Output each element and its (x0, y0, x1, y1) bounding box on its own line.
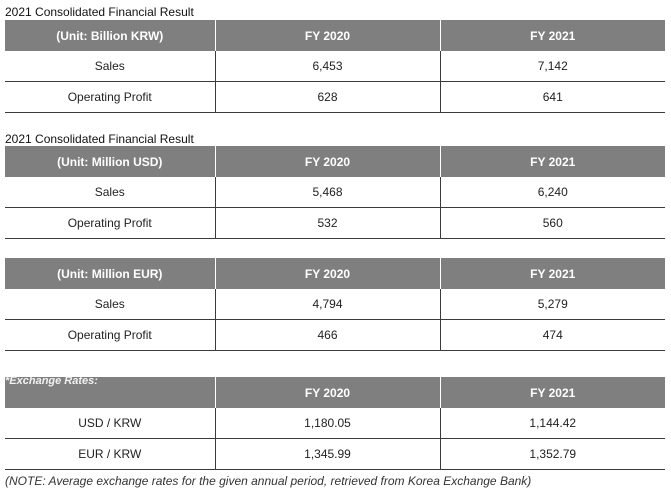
fy2020-value: 4,794 (214, 289, 440, 320)
unit-header: (Unit: Million USD) (5, 146, 215, 177)
fy2021-value: 560 (439, 207, 665, 239)
fy2020-value: 6,453 (214, 51, 440, 82)
unit-header: (Unit: Billion KRW) (5, 20, 215, 51)
fy2021-value: 7,142 (439, 51, 665, 82)
financial-table-krw: (Unit: Billion KRW) FY 2020 FY 2021 Sale… (5, 20, 665, 113)
footnote: (NOTE: Average exchange rates for the gi… (5, 474, 532, 488)
table-caption-krw: 2021 Consolidated Financial Result (5, 5, 194, 19)
fy2020-header: FY 2020 (214, 20, 440, 51)
row-label: Sales (5, 51, 215, 82)
table-row: Operating Profit 466 474 (5, 319, 665, 351)
fy2021-value: 641 (439, 81, 665, 113)
row-label: Operating Profit (5, 319, 215, 351)
fy2020-value: 1,345.99 (214, 438, 440, 470)
table-header-row: *Exchange Rates: FY 2020 FY 2021 (5, 375, 665, 408)
fy2020-header: FY 2020 (214, 146, 440, 177)
table-caption-usd: 2021 Consolidated Financial Result (5, 132, 194, 146)
table-row: Operating Profit 628 641 (5, 81, 665, 113)
exchange-rate-table: *Exchange Rates: FY 2020 FY 2021 USD / K… (5, 375, 665, 470)
table-row: Sales 4,794 5,279 (5, 289, 665, 320)
fy2021-header: FY 2021 (439, 258, 665, 289)
fy2020-value: 1,180.05 (214, 408, 440, 439)
table-row: EUR / KRW 1,345.99 1,352.79 (5, 438, 665, 470)
fy2021-value: 1,144.42 (439, 408, 665, 439)
table-row: Sales 5,468 6,240 (5, 177, 665, 208)
table-header-row: (Unit: Million USD) FY 2020 FY 2021 (5, 146, 665, 177)
financial-table-eur: (Unit: Million EUR) FY 2020 FY 2021 Sale… (5, 258, 665, 351)
table-header-row: (Unit: Billion KRW) FY 2020 FY 2021 (5, 20, 665, 51)
fy2020-header: FY 2020 (214, 258, 440, 289)
fy2020-header: FY 2020 (214, 377, 440, 408)
fy2020-value: 466 (214, 319, 440, 351)
fy2021-value: 6,240 (439, 177, 665, 208)
fy2021-value: 474 (439, 319, 665, 351)
row-label: Sales (5, 289, 215, 320)
unit-header: (Unit: Million EUR) (5, 258, 215, 289)
fy2021-header: FY 2021 (439, 377, 665, 408)
table-row: Operating Profit 532 560 (5, 207, 665, 239)
row-label: USD / KRW (5, 408, 215, 439)
fy2020-value: 532 (214, 207, 440, 239)
fy2021-value: 1,352.79 (439, 438, 665, 470)
table-header-row: (Unit: Million EUR) FY 2020 FY 2021 (5, 258, 665, 289)
table-row: Sales 6,453 7,142 (5, 51, 665, 82)
row-label: Sales (5, 177, 215, 208)
table-row: USD / KRW 1,180.05 1,144.42 (5, 408, 665, 439)
row-label: Operating Profit (5, 207, 215, 239)
fy2021-value: 5,279 (439, 289, 665, 320)
financial-table-usd: (Unit: Million USD) FY 2020 FY 2021 Sale… (5, 146, 665, 239)
exchange-rate-header: *Exchange Rates: (5, 375, 215, 408)
exchange-rate-caption: *Exchange Rates: (5, 375, 98, 387)
row-label: EUR / KRW (5, 438, 215, 470)
fy2021-header: FY 2021 (439, 146, 665, 177)
fy2020-value: 5,468 (214, 177, 440, 208)
fy2021-header: FY 2021 (439, 20, 665, 51)
fy2020-value: 628 (214, 81, 440, 113)
row-label: Operating Profit (5, 81, 215, 113)
